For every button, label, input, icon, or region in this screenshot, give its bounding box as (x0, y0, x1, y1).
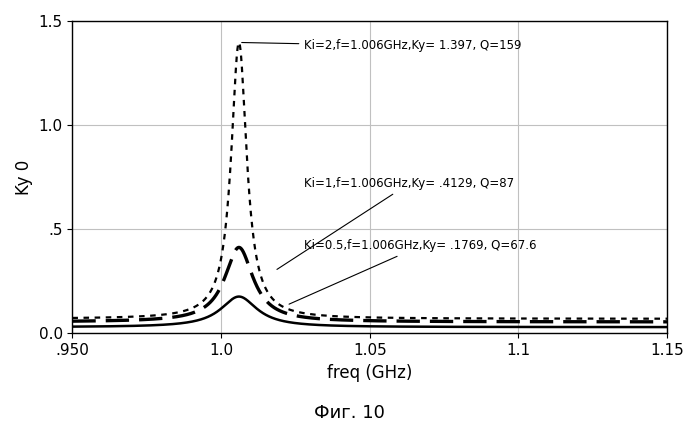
Text: Ki=2,f=1.006GHz,Ky= 1.397, Q=159: Ki=2,f=1.006GHz,Ky= 1.397, Q=159 (242, 40, 522, 52)
X-axis label: freq (GHz): freq (GHz) (327, 364, 412, 381)
Y-axis label: Ky 0: Ky 0 (15, 160, 33, 195)
Text: Ki=1,f=1.006GHz,Ky= .4129, Q=87: Ki=1,f=1.006GHz,Ky= .4129, Q=87 (277, 177, 514, 269)
Text: Фиг. 10: Фиг. 10 (314, 404, 385, 422)
Text: Ki=0.5,f=1.006GHz,Ky= .1769, Q=67.6: Ki=0.5,f=1.006GHz,Ky= .1769, Q=67.6 (289, 239, 537, 304)
